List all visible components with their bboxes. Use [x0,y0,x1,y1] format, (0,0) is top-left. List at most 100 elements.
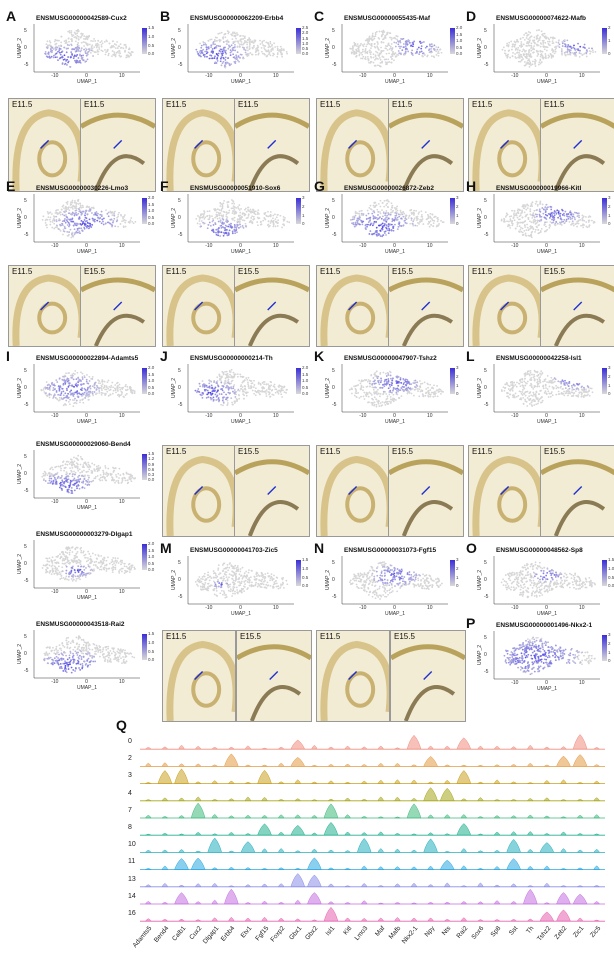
cell-point [107,651,109,653]
cell-point [96,466,98,468]
cell-point [75,210,77,212]
cell-point [83,550,85,552]
y-tick: -5 [24,668,28,674]
colorbar-tick: 0.5 [148,215,154,220]
cell-point [539,36,541,38]
cell-point [69,654,71,656]
cell-point [85,393,87,395]
cell-point [408,217,410,219]
cell-point [112,567,114,569]
cell-point [46,227,48,229]
cell-point [227,204,229,206]
y-tick: -5 [332,62,336,68]
cell-point [61,575,63,577]
cell-point [77,484,79,486]
cell-point [76,485,78,487]
cell-point [286,53,288,55]
cell-point [530,214,532,216]
cell-point [400,42,402,44]
cell-point [122,656,124,658]
cell-point [90,40,92,42]
cell-point [121,47,123,49]
cell-point [385,213,387,215]
cell-point [224,65,226,67]
cell-point [52,469,54,471]
cell-point [122,47,124,49]
cell-point [88,376,90,378]
cell-point [524,65,526,67]
cell-point [42,215,44,217]
cell-point [391,220,393,222]
cell-point [583,216,585,218]
colorbar-tick: 0.5 [456,45,462,50]
cell-point [563,213,565,215]
colorbar-tick: 1.0 [148,34,154,39]
cell-point [54,477,56,479]
cell-point [95,389,97,391]
cell-point [82,398,84,400]
cell-point [109,650,111,652]
cell-point [236,231,238,233]
cell-point [110,473,112,475]
colorbar-tick: 2 [456,204,459,209]
cell-point [520,231,522,233]
cell-point [538,29,540,31]
cell-point [431,43,433,45]
cell-point [73,57,75,59]
cell-point [435,54,437,56]
cell-point [104,465,106,467]
cell-point [123,660,125,662]
cell-point [47,662,49,664]
cell-point [99,647,101,649]
cell-point [130,478,132,480]
cell-point [222,202,224,204]
stage-label: E11.5 [544,100,564,109]
cell-point [83,572,85,574]
cell-point [78,61,80,63]
cell-point [549,224,551,226]
cell-point [208,40,210,42]
cell-point [116,651,118,653]
cell-point [131,392,133,394]
cell-point [69,219,71,221]
cell-point [87,38,89,40]
cell-point [97,49,99,51]
cell-point [88,481,90,483]
cell-point [125,47,127,49]
stage-label: E15.5 [392,267,413,276]
cell-point [115,467,117,469]
cell-point [579,56,581,58]
cell-point [202,49,204,51]
cell-point [524,226,526,228]
cell-point [236,58,238,60]
cell-point [78,644,80,646]
cell-point [51,663,53,665]
cell-point [86,374,88,376]
cell-point [381,36,383,38]
cell-point [71,667,73,669]
cell-point [369,50,371,52]
cell-point [391,211,393,213]
cell-point [214,222,216,224]
cell-point [513,212,515,214]
cell-point [79,399,81,401]
tissue-band [170,113,235,191]
cell-point [125,480,127,482]
cell-point [583,224,585,226]
cell-point [81,213,83,215]
cell-point [64,58,66,60]
cell-point [247,47,249,49]
cell-point [102,651,104,653]
cell-point [72,399,74,401]
colorbar-tick: 0.0 [148,477,154,482]
colorbar [450,198,455,224]
cell-point [539,214,541,216]
cell-point [97,40,99,42]
cell-point [105,568,107,570]
tissue-ring [347,142,373,175]
cell-point [53,223,55,225]
cell-point [526,54,528,56]
cell-point [130,217,132,219]
cell-point [68,209,70,211]
cell-point [550,209,552,211]
